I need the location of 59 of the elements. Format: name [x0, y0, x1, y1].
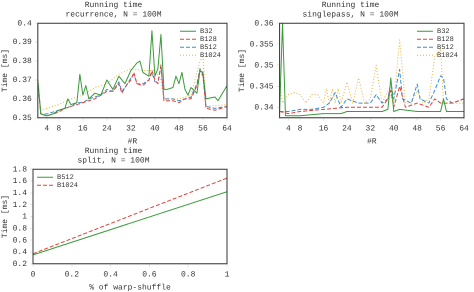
y-tick-label: 0.38: [12, 57, 32, 66]
x-tick-label: 4: [286, 124, 291, 134]
y-tick-label: 0.39: [12, 38, 32, 48]
y-tick-label: 0.8: [12, 224, 28, 234]
y-axis-title: Time [ms]: [0, 48, 10, 92]
x-tick-label: 40: [150, 124, 160, 134]
x-tick-label: 56: [198, 124, 208, 134]
y-tick-label: 0.4: [12, 248, 28, 258]
x-tick-label: 32: [126, 124, 136, 134]
line-series: [280, 68, 464, 112]
x-tick-label: 0.6: [142, 270, 157, 280]
y-tick-label: 0.36: [254, 19, 274, 28]
y-tick-label: 0.355: [250, 40, 274, 50]
chart-title: Running time: [84, 0, 143, 10]
y-tick-label: 0.37: [12, 76, 32, 86]
x-tick-label: 0.8: [180, 270, 196, 280]
y-tick-label: 1: [22, 212, 28, 222]
y-tick-label: 1.8: [12, 165, 28, 174]
y-tick-label: 0.2: [12, 260, 28, 269]
y-axis-title: Time [ms]: [238, 48, 247, 92]
x-tick-label: 8: [56, 124, 62, 134]
x-tick-label: 24: [102, 124, 112, 134]
x-tick-label: 0.2: [64, 270, 80, 280]
y-tick-label: 1.4: [12, 188, 28, 198]
y-tick-label: 0.345: [250, 82, 274, 92]
x-tick-label: 56: [436, 124, 446, 134]
x-tick-label: 4: [44, 124, 50, 134]
y-tick-label: 0.36: [12, 95, 32, 104]
chart-subtitle: recurrence, N = 100M: [65, 10, 162, 20]
line-series: [280, 86, 464, 114]
x-tick-label: 0.4: [103, 270, 118, 280]
y-axis-title: Time [ms]: [0, 194, 10, 238]
x-tick-label: 64: [459, 124, 469, 134]
y-tick-label: 0.4: [17, 19, 32, 28]
x-tick-label: 40: [388, 124, 399, 134]
x-tick-label: 16: [78, 124, 88, 134]
y-tick-label: 0.34: [254, 103, 274, 112]
x-tick-label: 32: [366, 124, 376, 134]
y-tick-label: 1.2: [12, 200, 28, 210]
x-tick-label: 0: [30, 270, 36, 280]
x-tick-label: 48: [174, 124, 184, 134]
y-tick-label: 0.35: [12, 114, 32, 123]
x-tick-label: 64: [222, 124, 232, 134]
y-tick-label: 1.6: [12, 177, 28, 186]
x-tick-label: 8: [298, 124, 303, 134]
chart-title: Running time: [322, 0, 380, 10]
chart-subtitle: singlepass, N = 100M: [302, 10, 399, 20]
x-axis-title: #R: [128, 137, 138, 146]
y-tick-label: 0.35: [254, 61, 274, 70]
y-tick-label: 0.6: [12, 236, 28, 246]
x-tick-label: 24: [342, 124, 352, 134]
x-tick-label: 16: [318, 124, 329, 134]
chart-title: Running time: [84, 146, 143, 156]
x-tick-label: 48: [412, 124, 422, 134]
line-series: [280, 40, 464, 104]
chart-subtitle: split, N = 100M: [77, 156, 150, 166]
x-tick-label: 1: [224, 270, 230, 280]
x-axis-title: % of warp-shuffle: [89, 283, 171, 292]
x-axis-title: #R: [366, 137, 377, 146]
